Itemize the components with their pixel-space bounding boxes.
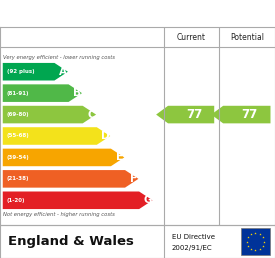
Text: Potential: Potential: [230, 33, 264, 42]
Bar: [241, 228, 270, 255]
Polygon shape: [3, 127, 110, 145]
Text: (21-38): (21-38): [7, 176, 29, 181]
Text: (55-68): (55-68): [7, 133, 30, 139]
Text: G: G: [143, 195, 152, 205]
Polygon shape: [3, 149, 124, 166]
Text: 77: 77: [186, 108, 202, 121]
Text: 77: 77: [241, 108, 258, 121]
Text: Current: Current: [177, 33, 206, 42]
Polygon shape: [211, 106, 271, 123]
Text: England & Wales: England & Wales: [8, 235, 134, 248]
Text: A: A: [59, 67, 67, 77]
Text: (81-91): (81-91): [7, 91, 29, 96]
Text: (39-54): (39-54): [7, 155, 30, 160]
Polygon shape: [156, 106, 214, 123]
Text: C: C: [87, 110, 95, 119]
Polygon shape: [3, 84, 82, 102]
Text: EU Directive: EU Directive: [172, 233, 215, 239]
Text: Not energy efficient - higher running costs: Not energy efficient - higher running co…: [3, 212, 115, 217]
Polygon shape: [3, 191, 153, 209]
Text: B: B: [73, 88, 81, 98]
Polygon shape: [3, 170, 138, 188]
Text: (92 plus): (92 plus): [7, 69, 34, 74]
Text: Very energy efficient - lower running costs: Very energy efficient - lower running co…: [3, 55, 115, 60]
Text: Energy Efficiency Rating: Energy Efficiency Rating: [8, 7, 192, 20]
Text: F: F: [130, 174, 137, 184]
Text: (1-20): (1-20): [7, 198, 25, 203]
Polygon shape: [3, 106, 96, 123]
Text: 2002/91/EC: 2002/91/EC: [172, 245, 213, 251]
Text: D: D: [101, 131, 109, 141]
Text: E: E: [116, 152, 123, 163]
Text: (69-80): (69-80): [7, 112, 29, 117]
Polygon shape: [3, 63, 68, 80]
